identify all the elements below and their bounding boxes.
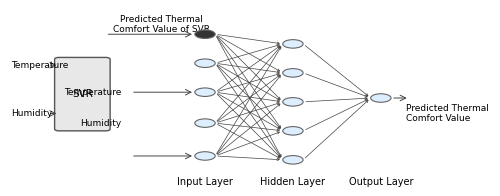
Text: Output Layer: Output Layer [348, 177, 413, 187]
Text: Predicted Thermal
Comfort Value of SVR: Predicted Thermal Comfort Value of SVR [112, 15, 210, 34]
Circle shape [195, 152, 215, 160]
Text: Temperature: Temperature [64, 88, 122, 97]
Text: Humidity: Humidity [10, 109, 52, 118]
Circle shape [370, 94, 391, 102]
Circle shape [283, 127, 303, 135]
Circle shape [195, 119, 215, 127]
Text: Humidity: Humidity [80, 119, 122, 128]
Text: Predicted Thermal
Comfort Value: Predicted Thermal Comfort Value [406, 104, 489, 123]
Circle shape [283, 98, 303, 106]
Text: SVR: SVR [72, 89, 93, 99]
Circle shape [195, 59, 215, 67]
Circle shape [283, 69, 303, 77]
Text: Input Layer: Input Layer [177, 177, 233, 187]
FancyBboxPatch shape [54, 57, 110, 131]
Circle shape [195, 30, 215, 38]
Circle shape [283, 156, 303, 164]
Circle shape [195, 88, 215, 96]
Text: Temperature: Temperature [10, 61, 68, 70]
Circle shape [283, 40, 303, 48]
Text: Hidden Layer: Hidden Layer [260, 177, 326, 187]
